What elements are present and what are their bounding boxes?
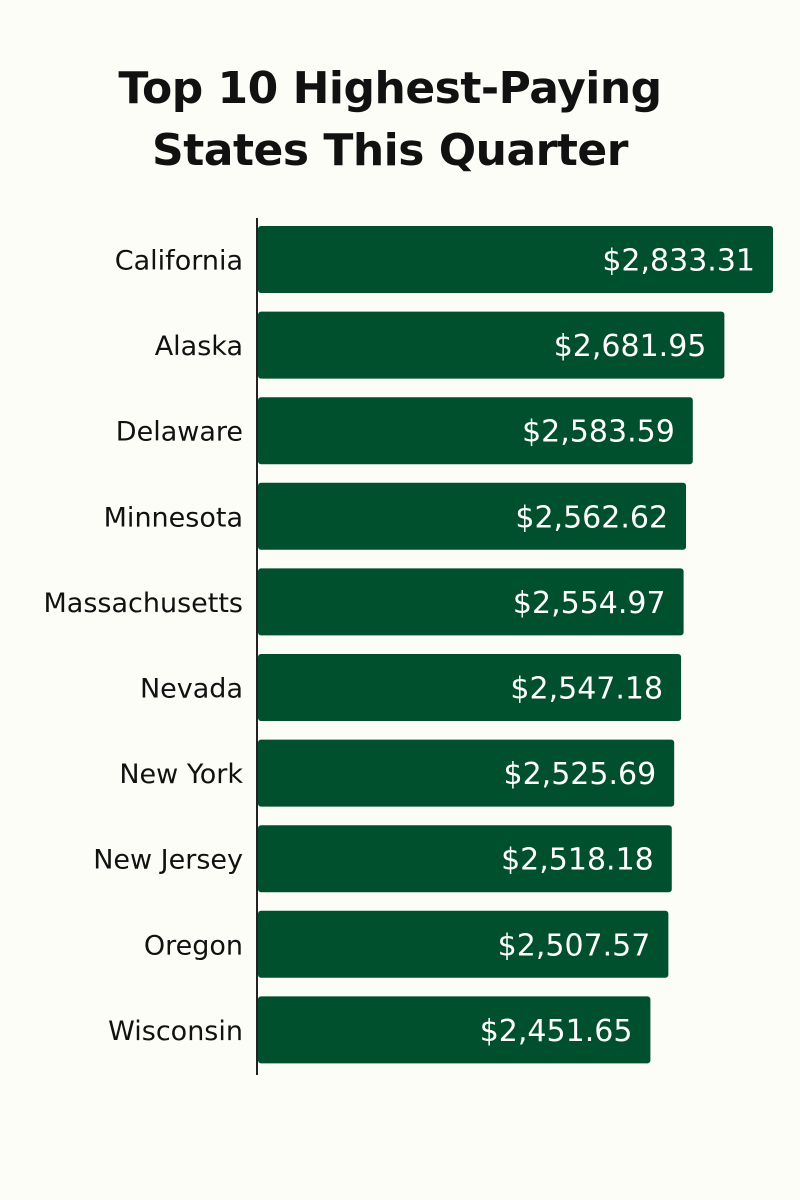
category-label: Wisconsin: [108, 1016, 243, 1047]
value-label: $2,525.69: [504, 757, 657, 792]
value-label: $2,583.59: [522, 415, 675, 450]
value-label: $2,451.65: [480, 1014, 633, 1049]
value-label: $2,547.18: [510, 672, 663, 707]
category-label: New York: [119, 759, 243, 790]
value-label: $2,833.31: [602, 244, 755, 279]
bar-oregon: [258, 910, 669, 978]
category-label: Minnesota: [104, 502, 243, 533]
bar-california: [258, 226, 773, 293]
value-label: $2,562.62: [515, 500, 668, 535]
category-label: Oregon: [144, 930, 243, 961]
category-label: Nevada: [140, 674, 243, 705]
category-label: Massachusetts: [43, 588, 243, 619]
bar-massachusetts: [258, 568, 684, 636]
chart-title-line-2: States This Quarter: [152, 125, 628, 176]
bar-new-jersey: [258, 825, 672, 893]
value-label: $2,554.97: [513, 586, 666, 621]
chart-title-line-1: Top 10 Highest-Paying: [118, 63, 662, 114]
bar-nevada: [258, 654, 682, 721]
bar-minnesota: [258, 482, 687, 550]
category-label: Delaware: [116, 417, 243, 448]
value-label: $2,681.95: [554, 329, 707, 364]
category-label: Alaska: [155, 331, 243, 362]
value-label: $2,507.57: [498, 928, 651, 963]
bar-new-york: [258, 739, 675, 807]
category-label: New Jersey: [93, 845, 243, 876]
bar-wisconsin: [258, 996, 651, 1064]
bar-alaska: [258, 311, 725, 379]
value-label: $2,518.18: [501, 843, 654, 878]
category-label: California: [115, 246, 243, 277]
bar-delaware: [258, 397, 693, 465]
chart-title: Top 10 Highest-Paying States This Quarte…: [0, 58, 780, 182]
